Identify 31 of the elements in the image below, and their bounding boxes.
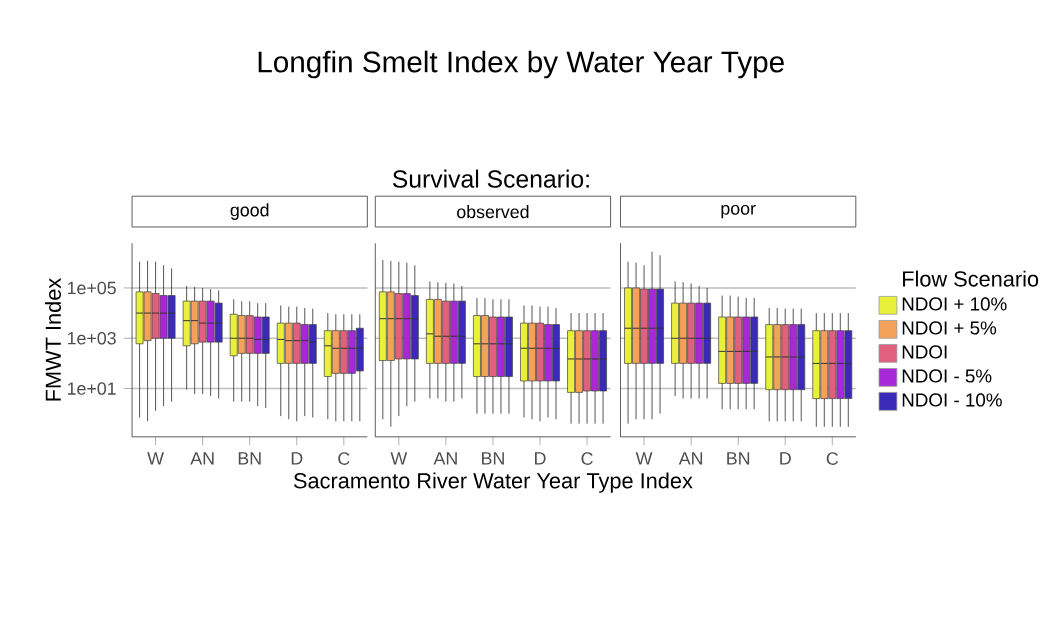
x-axis-title: Sacramento River Water Year Type Index: [293, 472, 693, 493]
x-tick-label: D: [291, 452, 303, 465]
x-tick-label: D: [780, 452, 791, 465]
x-tick-label: W: [635, 452, 653, 465]
legend-label: NDOI + 5%: [902, 321, 997, 335]
x-tick-label: W: [147, 452, 164, 465]
x-tick-label: W: [390, 452, 408, 465]
x-tick-label: AN: [433, 452, 457, 465]
chart-title: poor: [721, 205, 756, 219]
chart-title: observed: [457, 205, 529, 219]
text: Survival Scenario:: [392, 169, 589, 189]
x-tick-label: BN: [727, 452, 750, 465]
x-tick-label: D: [535, 452, 546, 465]
y-tick-label: 1e+05: [67, 281, 116, 295]
legend-title: Flow Scenario: [903, 270, 1039, 287]
x-tick-label: C: [338, 452, 350, 466]
chart-title: good: [230, 203, 269, 221]
x-tick-label: C: [581, 452, 593, 466]
x-tick-label: AN: [190, 452, 214, 465]
x-tick-label: AN: [678, 452, 703, 465]
y-tick-label: 1e+03: [67, 332, 116, 345]
text: Longfin Smelt Index by Water Year Type: [258, 50, 784, 79]
legend-label: NDOI: [902, 345, 947, 359]
y-tick-label: 1e+01: [67, 382, 116, 396]
x-tick-label: BN: [238, 452, 261, 465]
legend-label: NDOI - 5%: [902, 369, 992, 383]
legend-label: NDOI - 10%: [902, 393, 1002, 407]
x-tick-label: BN: [482, 452, 504, 465]
legend-label: NDOI + 10%: [902, 297, 1007, 311]
x-tick-label: C: [826, 452, 839, 466]
y-axis-title: FMWT Index: [45, 278, 61, 401]
